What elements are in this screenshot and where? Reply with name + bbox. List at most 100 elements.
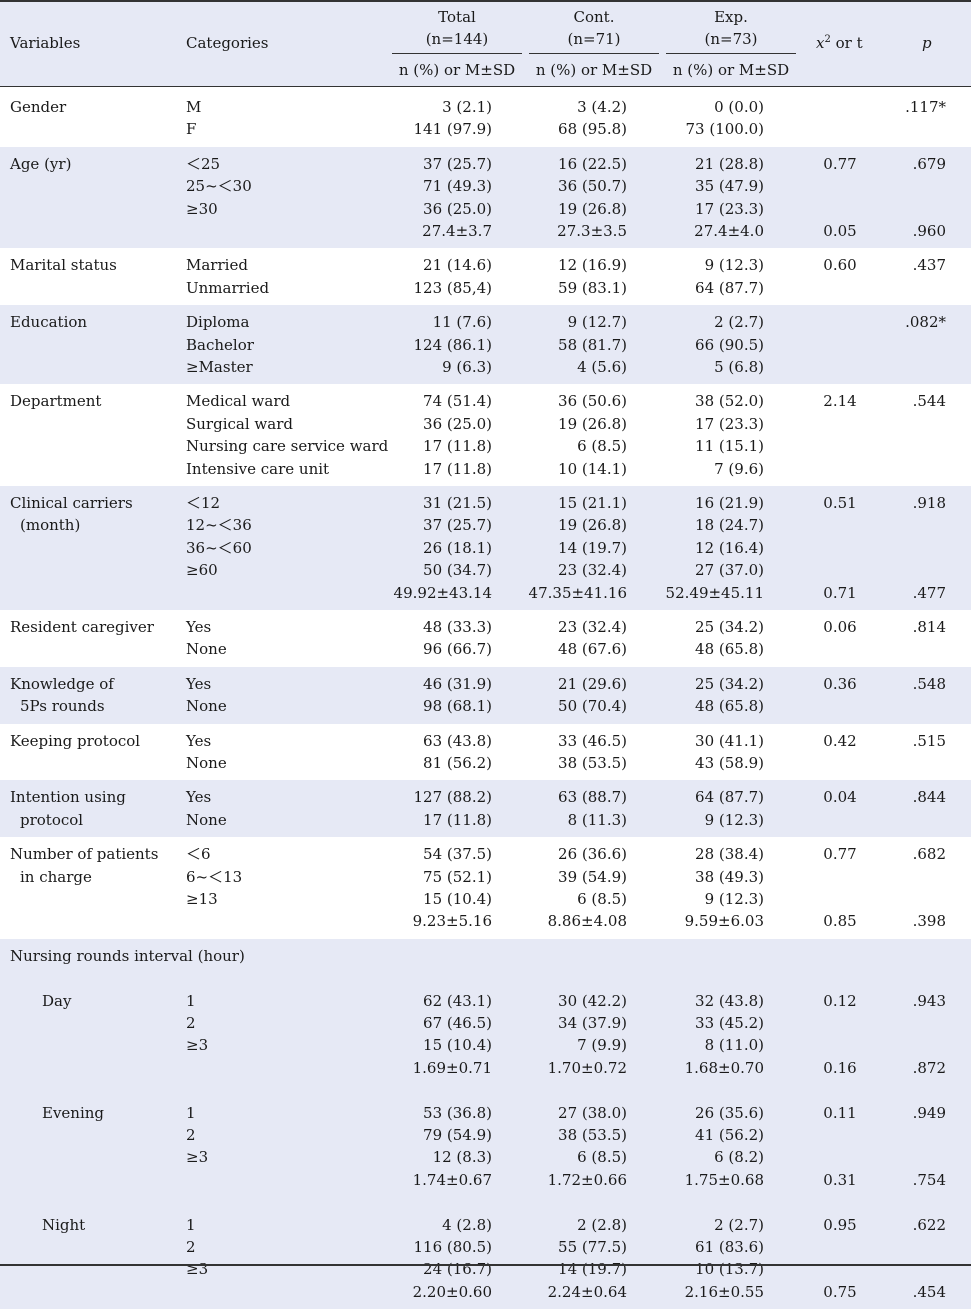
table-row: Clinical carriers ＜12 31 (21.5) 15 (21.1) 16… [0, 492, 971, 514]
cont-underline [529, 53, 659, 54]
cont-cell: 1.70±0.72 [547, 1058, 627, 1077]
table-row: 36~＜60 26 (18.1) 14 (19.7) 12 (16.4) [0, 537, 971, 559]
header-variables: Variables [10, 34, 81, 52]
exp-cell: 43 (58.9) [695, 753, 764, 772]
exp-cell: 64 (87.7) [695, 278, 764, 297]
table-row: ≥Master 9 (6.3) 4 (5.6) 5 (6.8) [0, 356, 971, 378]
top-rule [0, 0, 971, 2]
table-row: 5Ps rounds None 98 (68.1) 50 (70.4) 48 (65.8… [0, 695, 971, 717]
p-value-cell: .918 [912, 494, 946, 512]
cont-cell: 10 (14.1) [558, 459, 627, 478]
table-row: Unmarried 123 (85,4) 59 (83.1) 64 (87.7) [0, 277, 971, 299]
category-cell: Bachelor [186, 335, 254, 354]
p-value-cell: .622 [912, 1215, 946, 1234]
row-group: Knowledge of Yes 46 (31.9) 21 (29.6) 25 (34.… [0, 666, 971, 724]
total-cell: 96 (66.7) [423, 640, 492, 659]
category-cell: Surgical ward [186, 414, 293, 433]
header-cont: Cont. [573, 8, 615, 26]
category-cell: None [186, 753, 227, 772]
header-total: Total [438, 8, 476, 26]
exp-cell: 9.59±6.03 [684, 912, 764, 931]
total-cell: 46 (31.9) [423, 674, 492, 693]
exp-cell: 38 (49.3) [695, 867, 764, 886]
cont-cell: 36 (50.6) [558, 392, 627, 411]
table-row [0, 1191, 971, 1213]
header-exp: Exp. [714, 8, 748, 26]
exp-cell: 52.49±45.11 [665, 583, 764, 602]
category-cell: None [186, 810, 227, 829]
cont-cell: 16 (22.5) [558, 154, 627, 173]
cont-cell: 19 (26.8) [558, 414, 627, 433]
exp-cell: 27.4±4.0 [694, 221, 764, 240]
cont-cell: 50 (70.4) [558, 697, 627, 716]
cont-cell: 21 (29.6) [558, 674, 627, 693]
category-cell: 12~＜36 [186, 516, 252, 535]
p-label: p [922, 34, 932, 52]
table-row: Intensive care unit 17 (11.8) 10 (14.1) 7 (… [0, 458, 971, 480]
total-cell: 36 (25.0) [423, 414, 492, 433]
table-row: Age (yr) ＜25 37 (25.7) 16 (22.5) 21 (28.8) 0.… [0, 153, 971, 175]
table-row: 2 116 (80.5) 55 (77.5) 61 (83.6) [0, 1236, 971, 1258]
cont-cell: 27.3±3.5 [557, 221, 627, 240]
variable-cell: Resident caregiver [10, 618, 154, 636]
stat-cell: 0.95 [823, 1215, 857, 1234]
variable-cell: Keeping protocol [10, 731, 141, 750]
exp-cell: 66 (90.5) [695, 335, 764, 354]
table-row: (month) 12~＜36 37 (25.7) 19 (26.8) 18 (24.7) [0, 514, 971, 536]
exp-cell: 38 (52.0) [695, 392, 764, 411]
row-group: Gender M 3 (2.1) 3 (4.2) 0 (0.0) .117* F 141 (9… [0, 90, 971, 147]
cont-cell: 19 (26.8) [558, 199, 627, 218]
category-cell: ＜25 [186, 154, 221, 173]
table-row: Nursing rounds interval (hour) [0, 945, 971, 967]
total-cell: 71 (49.3) [423, 177, 492, 196]
category-cell: ≥Master [186, 357, 253, 376]
total-cell: 12 (8.3) [432, 1148, 492, 1167]
table-row: Resident caregiver Yes 48 (33.3) 23 (32.4) 2… [0, 616, 971, 638]
cont-cell: 30 (42.2) [558, 991, 627, 1010]
variable-cell: Gender [10, 98, 67, 116]
row-group: Keeping protocol Yes 63 (43.8) 33 (46.5) 30 … [0, 723, 971, 781]
exp-cell: 1.68±0.70 [684, 1058, 764, 1077]
exp-cell: 6 (8.2) [714, 1148, 764, 1167]
table-row: 1.69±0.71 1.70±0.72 1.68±0.70 0.16 .872 [0, 1057, 971, 1079]
table-row: ≥13 15 (10.4) 6 (8.5) 9 (12.3) [0, 888, 971, 910]
exp-cell: 17 (23.3) [695, 199, 764, 218]
table-row: Nursing care service ward 17 (11.8) 6 (8.5… [0, 435, 971, 457]
chi-label: x [816, 34, 825, 52]
table-row: Bachelor 124 (86.1) 58 (81.7) 66 (90.5) [0, 334, 971, 356]
cont-cell: 27 (38.0) [558, 1103, 627, 1122]
stat-cell: 0.06 [823, 618, 857, 636]
category-cell: ＜12 [186, 494, 221, 512]
total-cell: 124 (86.1) [413, 335, 492, 354]
category-cell: ≥3 [186, 1036, 209, 1055]
table-row: None 96 (66.7) 48 (67.6) 48 (65.8) [0, 638, 971, 660]
total-cell: 50 (34.7) [423, 561, 492, 580]
category-cell: Married [186, 256, 248, 275]
table-header: Variables Categories Total (n=144) Cont.… [0, 0, 971, 86]
stat-cell: 0.36 [823, 674, 857, 693]
table-row: F 141 (97.9) 68 (95.8) 73 (100.0) [0, 118, 971, 140]
total-cell: 98 (68.1) [423, 697, 492, 716]
cont-cell: 8 (11.3) [567, 810, 627, 829]
exp-cell: 64 (87.7) [695, 788, 764, 807]
stat-cell: 0.11 [823, 1103, 857, 1122]
chi-rest: or t [830, 34, 863, 52]
exp-cell: 2 (2.7) [714, 1215, 764, 1234]
exp-cell: 17 (23.3) [695, 414, 764, 433]
cont-cell: 48 (67.6) [558, 640, 627, 659]
header-total-n: (n=144) [425, 30, 489, 48]
p-value-cell: .515 [912, 731, 946, 750]
total-cell: 15 (10.4) [423, 1036, 492, 1055]
variable-cell: Knowledge of [10, 674, 114, 693]
header-exp-n: (n=73) [704, 30, 758, 48]
category-cell: ≥3 [186, 1148, 209, 1167]
stat-cell: 0.51 [823, 494, 857, 512]
cont-cell: 38 (53.5) [558, 1125, 627, 1144]
exp-cell: 21 (28.8) [695, 154, 764, 173]
header-sub-cont: n (%) or M±SD [535, 61, 653, 79]
cont-cell: 38 (53.5) [558, 753, 627, 772]
p-value-cell: .679 [912, 154, 946, 173]
category-cell: Yes [186, 674, 212, 693]
exp-cell: 9 (12.3) [704, 810, 764, 829]
cont-cell: 19 (26.8) [558, 516, 627, 535]
